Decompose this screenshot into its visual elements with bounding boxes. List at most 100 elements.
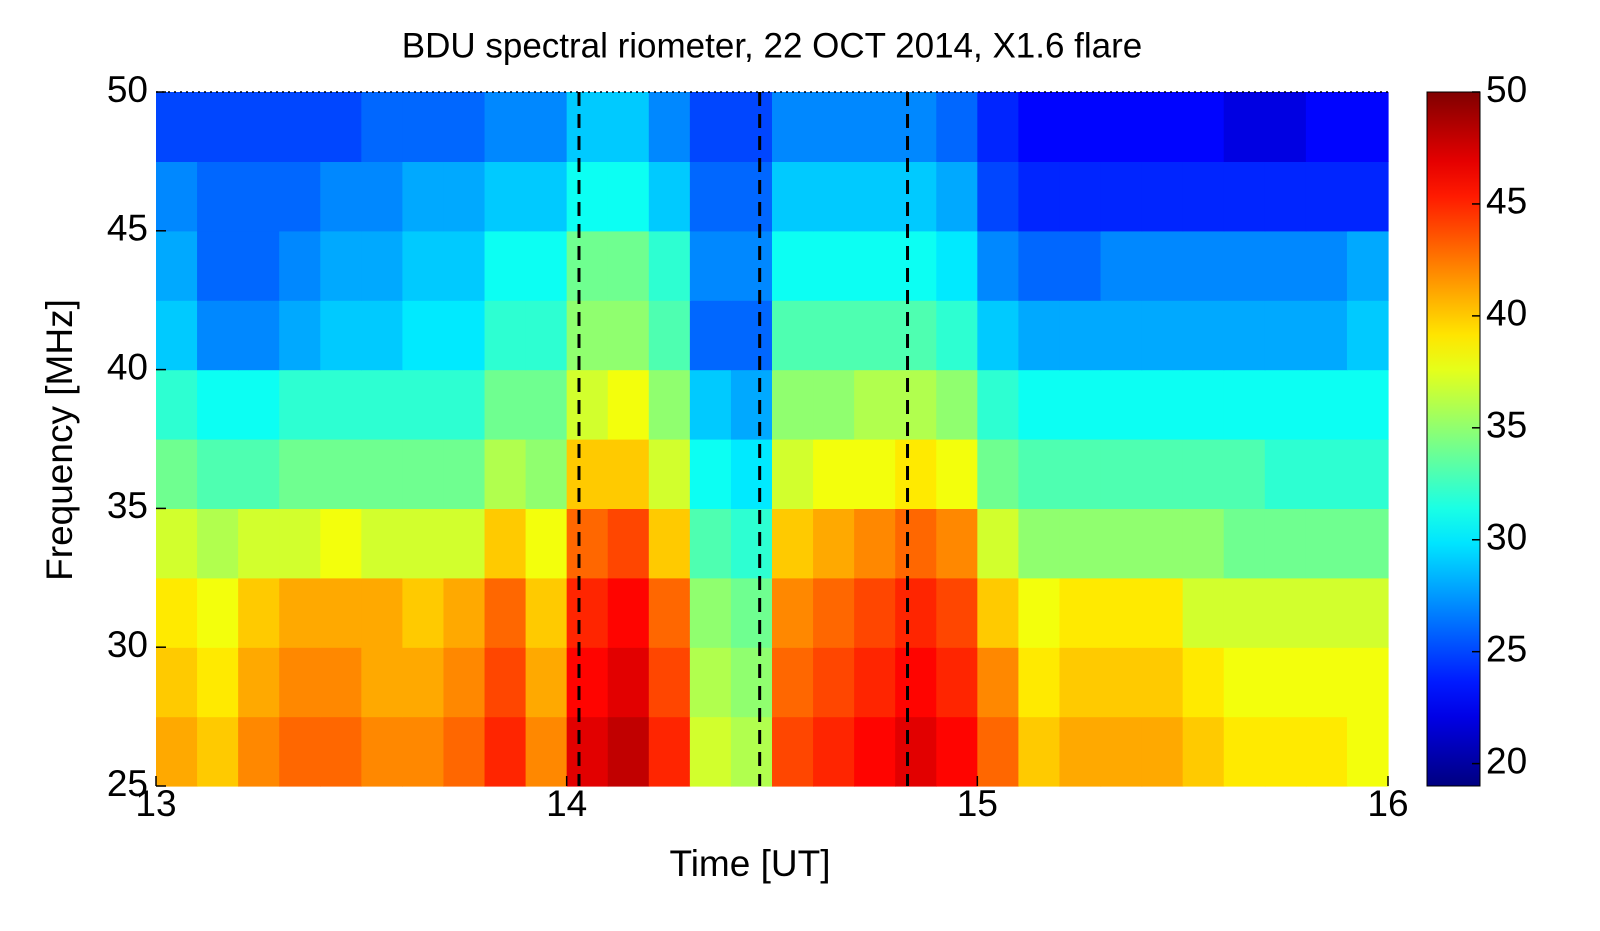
heatmap-cell (1059, 716, 1102, 787)
heatmap-cell (156, 92, 198, 162)
heatmap-cell (1223, 92, 1266, 162)
heatmap-cell (854, 92, 896, 162)
heatmap-cell (607, 161, 650, 232)
heatmap-cell (607, 716, 650, 787)
heatmap-cell (730, 92, 773, 162)
heatmap-cell (1018, 508, 1061, 579)
heatmap-cell (1141, 161, 1184, 232)
heatmap-cell (197, 716, 239, 787)
heatmap-cell (525, 716, 568, 787)
heatmap-cell (484, 439, 527, 509)
heatmap-cell (1059, 300, 1102, 371)
heatmap-cell (320, 230, 362, 301)
heatmap-cell (813, 508, 855, 579)
heatmap-cell (566, 647, 609, 718)
heatmap-cell (977, 161, 1019, 232)
heatmap-cell (607, 508, 650, 579)
heatmap-cell (443, 439, 486, 509)
heatmap-cell (443, 577, 486, 648)
heatmap-cell (279, 369, 321, 440)
heatmap-cell (566, 300, 609, 371)
heatmap-cell (566, 369, 609, 440)
heatmap-cell (1346, 161, 1389, 232)
heatmap-cell (238, 577, 280, 648)
heatmap-cell (156, 161, 198, 232)
heatmap-cell (525, 369, 568, 440)
heatmap-cell (730, 577, 773, 648)
heatmap-cell (936, 230, 978, 301)
heatmap-cell (1018, 161, 1061, 232)
heatmap-cell (1182, 647, 1225, 718)
heatmap-cell (1141, 230, 1184, 301)
heatmap-cell (443, 369, 486, 440)
heatmap-cell (443, 230, 486, 301)
heatmap-cell (772, 161, 814, 232)
heatmap-cell (566, 716, 609, 787)
heatmap-cell (525, 577, 568, 648)
heatmap-cell (320, 439, 362, 509)
heatmap-cell (1018, 577, 1061, 648)
heatmap-cell (320, 369, 362, 440)
heatmap-cell (1141, 716, 1184, 787)
heatmap-cell (1100, 300, 1143, 371)
heatmap-cell (895, 439, 937, 509)
heatmap-cell (1346, 439, 1389, 509)
heatmap-cell (1182, 300, 1225, 371)
heatmap-cell (279, 577, 321, 648)
heatmap-cell (279, 647, 321, 718)
heatmap-cell (238, 369, 280, 440)
heatmap-cell (197, 161, 239, 232)
heatmap-cell (1346, 300, 1389, 371)
heatmap-cell (525, 300, 568, 371)
heatmap-cell (1305, 716, 1348, 787)
x-tick-label: 16 (1367, 783, 1408, 824)
heatmap-cell (1223, 647, 1266, 718)
heatmap-cell (854, 508, 896, 579)
heatmap-cell (402, 577, 445, 648)
y-tick-label: 35 (107, 485, 148, 526)
heatmap-cell (1264, 369, 1307, 440)
heatmap-cell (854, 647, 896, 718)
heatmap-cell (1018, 439, 1061, 509)
heatmap-cell (772, 230, 814, 301)
heatmap-cell (197, 508, 239, 579)
heatmap-cell (772, 508, 814, 579)
heatmap-cell (320, 577, 362, 648)
heatmap-cell (1264, 439, 1307, 509)
colorbar-tick-label: 20 (1486, 740, 1527, 781)
heatmap-cell (648, 439, 691, 509)
colorbar-tick-label: 45 (1486, 181, 1527, 222)
heatmap-cell (484, 230, 527, 301)
heatmap-cell (1223, 577, 1266, 648)
heatmap-cell (1223, 161, 1266, 232)
heatmap-cell (156, 716, 198, 787)
heatmap-cell (895, 92, 937, 162)
heatmap-cell (607, 369, 650, 440)
heatmap-cell (443, 508, 486, 579)
heatmap-cell (320, 647, 362, 718)
heatmap-cell (1182, 577, 1225, 648)
heatmap-cell (197, 577, 239, 648)
heatmap-cell (566, 439, 609, 509)
heatmap-cell (730, 439, 773, 509)
heatmap-cell (402, 369, 445, 440)
heatmap-cell (320, 716, 362, 787)
heatmap-cell (895, 230, 937, 301)
heatmap-cell (525, 439, 568, 509)
heatmap-cell (895, 577, 937, 648)
heatmap-cell (607, 577, 650, 648)
heatmap-cell (689, 508, 732, 579)
heatmap-cell (648, 369, 691, 440)
heatmap-cell (1018, 300, 1061, 371)
x-axis-label: Time [UT] (669, 843, 830, 884)
heatmap-cell (1100, 161, 1143, 232)
heatmap-cell (484, 369, 527, 440)
heatmap-cell (607, 92, 650, 162)
heatmap-cell (648, 508, 691, 579)
heatmap-cell (1223, 230, 1266, 301)
heatmap-cell (689, 161, 732, 232)
heatmap-cell (977, 369, 1019, 440)
heatmap-cell (156, 230, 198, 301)
heatmap-cell (1264, 577, 1307, 648)
heatmap-cell (238, 300, 280, 371)
